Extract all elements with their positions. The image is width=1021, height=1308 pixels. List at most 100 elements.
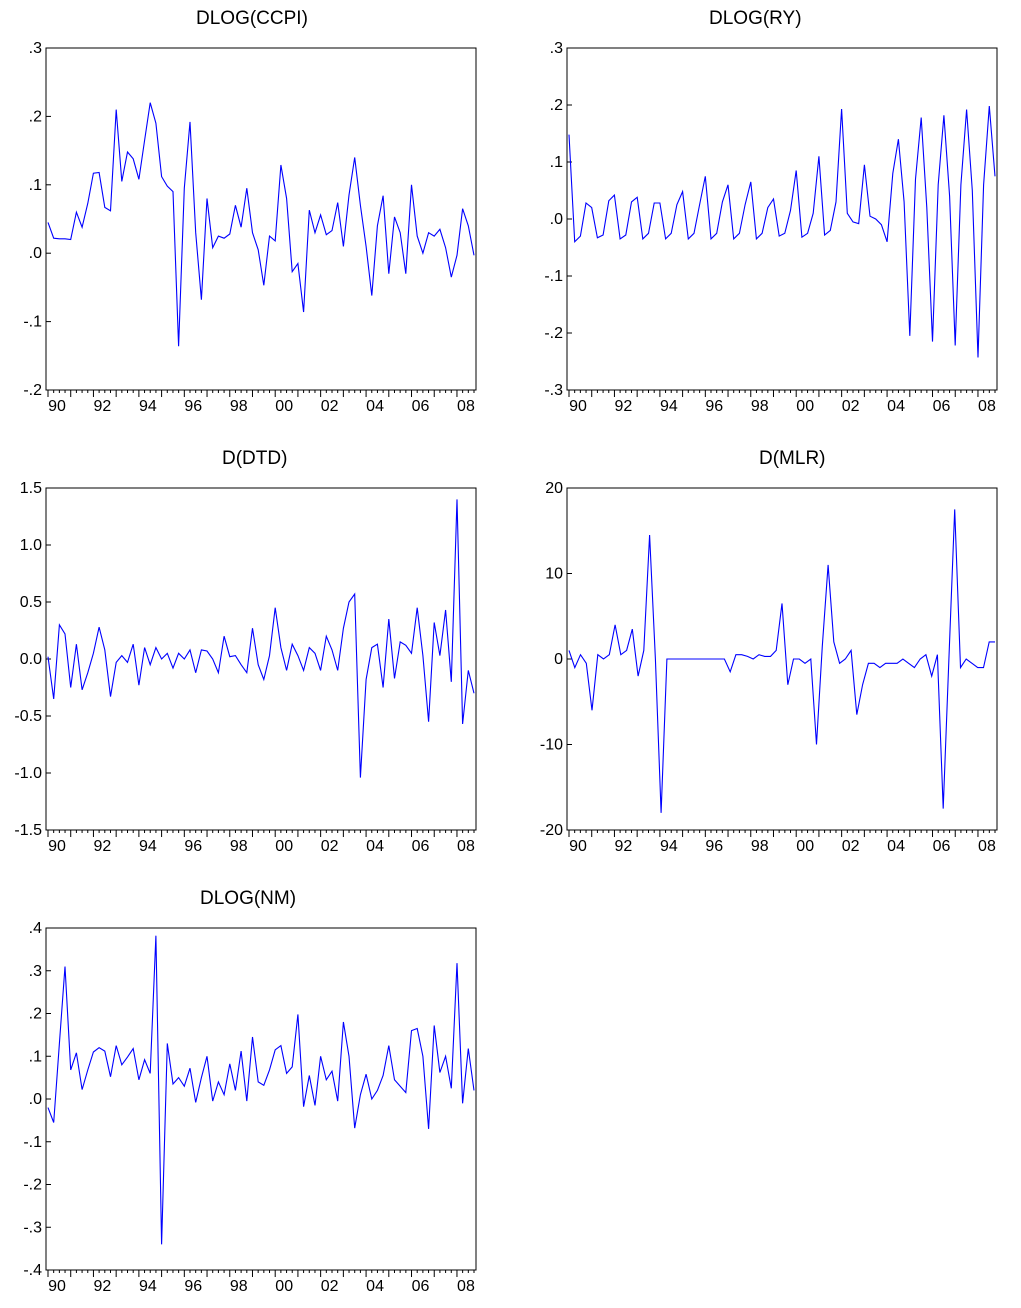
x-tick-label: 00 (796, 398, 814, 415)
x-tick-label: 96 (705, 838, 723, 855)
y-tick-label: 0.0 (20, 651, 42, 668)
y-tick-label: .2 (29, 108, 42, 125)
y-tick-label: -.3 (23, 1219, 42, 1236)
y-tick-label: .0 (29, 245, 42, 262)
x-tick-label: 04 (887, 398, 905, 415)
x-tick-label: 02 (321, 1278, 339, 1295)
x-tick-label: 90 (569, 838, 587, 855)
y-tick-label: 10 (545, 566, 563, 583)
y-tick-label: .0 (550, 211, 563, 228)
x-tick-label: 08 (457, 838, 475, 855)
x-tick-label: 92 (94, 838, 112, 855)
series-line (47, 499, 475, 778)
y-tick-label: .0 (29, 1091, 42, 1108)
y-tick-label: -.2 (23, 382, 42, 399)
x-tick-label: 08 (457, 1278, 475, 1295)
x-tick-label: 02 (842, 838, 860, 855)
x-tick-label: 08 (457, 398, 475, 415)
x-tick-label: 98 (751, 838, 769, 855)
y-tick-label: .1 (29, 177, 42, 194)
x-tick-label: 06 (412, 838, 430, 855)
x-tick-label: 06 (412, 1278, 430, 1295)
x-tick-label: 90 (48, 398, 66, 415)
y-tick-label: .1 (550, 154, 563, 171)
series-line (47, 935, 475, 1245)
y-tick-label: 0.5 (20, 594, 42, 611)
x-tick-label: 02 (842, 398, 860, 415)
x-tick-label: 02 (321, 398, 339, 415)
chart-title: DLOG(NM) (200, 888, 297, 909)
x-tick-label: 04 (366, 398, 384, 415)
y-tick-label: .2 (550, 97, 563, 114)
y-tick-label: .2 (29, 1006, 42, 1023)
y-tick-label: -1.0 (14, 765, 42, 782)
x-tick-label: 04 (366, 1278, 384, 1295)
series-line (47, 102, 475, 347)
x-tick-label: 06 (933, 838, 951, 855)
chart-svg: 1.5 1.0 0.5 0.0 -0.5 -1.0 -1.5 90 92 94 96 98 00 02 04… (14, 480, 477, 855)
chart-title: DLOG(CCPI) (196, 8, 308, 29)
x-tick-label: 98 (230, 398, 248, 415)
plot-frame (45, 47, 477, 391)
x-tick-label: 08 (978, 838, 996, 855)
x-tick-label: 90 (569, 398, 587, 415)
y-tick-label: 1.5 (20, 480, 42, 497)
y-tick-label: -0.5 (14, 708, 42, 725)
series-line (568, 509, 995, 813)
y-tick-label: -.4 (23, 1262, 42, 1279)
y-tick-label: -.2 (23, 1177, 42, 1194)
y-tick-label: -.1 (544, 268, 563, 285)
chart-dlog-nm: DLOG(NM) .4 .3 .2 .1 .0 -.1 -.2 -.3 -.4 90 92 94 96 9… (0, 880, 500, 1300)
x-tick-label: 94 (139, 398, 157, 415)
x-tick-label: 92 (615, 838, 633, 855)
x-tick-label: 04 (887, 838, 905, 855)
chart-svg: .4 .3 .2 .1 .0 -.1 -.2 -.3 -.4 90 92 94 96 98 00 02 04 06… (23, 920, 477, 1295)
x-tick-label: 98 (230, 1278, 248, 1295)
y-tick-label: 0 (554, 651, 563, 668)
x-tick-label: 02 (321, 838, 339, 855)
x-tick-label: 90 (48, 838, 66, 855)
y-tick-label: .1 (29, 1048, 42, 1065)
y-tick-label: -10 (540, 737, 563, 754)
y-tick-label: .3 (550, 40, 563, 57)
y-tick-label: -.1 (23, 314, 42, 331)
chart-dlog-ry: DLOG(RY) .3 .2 .1 .0 -.1 -.2 -.3 90 92 94 96 98 00 02… (521, 0, 1021, 420)
y-tick-label: 1.0 (20, 537, 42, 554)
x-tick-label: 06 (412, 398, 430, 415)
y-tick-label: -1.5 (14, 822, 42, 839)
y-tick-label: .3 (29, 40, 42, 57)
x-tick-label: 96 (184, 838, 202, 855)
chart-title: DLOG(RY) (709, 8, 802, 29)
x-tick-label: 00 (275, 838, 293, 855)
chart-title: D(MLR) (759, 448, 826, 469)
x-tick-label: 92 (615, 398, 633, 415)
y-tick-label: -.3 (544, 382, 563, 399)
chart-d-dtd: D(DTD) 1.5 1.0 0.5 0.0 -0.5 -1.0 -1.5 90 92 94 96 9… (0, 440, 500, 860)
x-tick-label: 96 (705, 398, 723, 415)
x-tick-label: 94 (139, 1278, 157, 1295)
x-tick-label: 94 (139, 838, 157, 855)
series-line (568, 106, 996, 358)
x-tick-label: 90 (48, 1278, 66, 1295)
chart-d-mlr: D(MLR) 20 10 0 -10 -20 90 92 94 96 98 00 02 04 06 08 (521, 440, 1021, 860)
y-tick-label: .4 (29, 920, 42, 937)
y-tick-label: 20 (545, 480, 563, 497)
x-tick-label: 04 (366, 838, 384, 855)
y-tick-label: -.2 (544, 325, 563, 342)
x-tick-label: 94 (660, 838, 678, 855)
x-tick-label: 00 (275, 398, 293, 415)
y-tick-label: .3 (29, 963, 42, 980)
plot-frame (566, 487, 998, 831)
x-tick-label: 06 (933, 398, 951, 415)
x-tick-label: 00 (275, 1278, 293, 1295)
x-tick-label: 08 (978, 398, 996, 415)
chart-svg: .3 .2 .1 .0 -.1 -.2 -.3 90 92 94 96 98 00 02 04 06 08 (544, 40, 998, 415)
x-tick-label: 96 (184, 1278, 202, 1295)
plot-frame (45, 927, 477, 1271)
x-tick-label: 98 (751, 398, 769, 415)
x-tick-label: 94 (660, 398, 678, 415)
chart-svg: 20 10 0 -10 -20 90 92 94 96 98 00 02 04 06 08 (540, 480, 998, 855)
y-tick-label: -20 (540, 822, 563, 839)
y-tick-label: -.1 (23, 1134, 42, 1151)
x-tick-label: 92 (94, 1278, 112, 1295)
